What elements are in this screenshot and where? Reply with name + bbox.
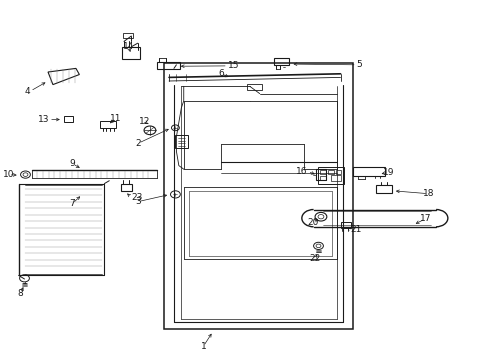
Text: 11: 11 bbox=[110, 113, 122, 122]
Text: 20: 20 bbox=[307, 217, 318, 227]
Text: 17: 17 bbox=[419, 214, 431, 223]
Text: 4: 4 bbox=[25, 86, 30, 95]
Bar bbox=[100, 121, 116, 128]
Text: 12: 12 bbox=[139, 117, 151, 126]
Bar bbox=[328, 170, 334, 174]
Bar bbox=[376, 185, 392, 193]
Bar bbox=[164, 63, 353, 329]
Text: 21: 21 bbox=[350, 225, 361, 234]
Bar bbox=[320, 176, 326, 180]
Bar bbox=[157, 62, 180, 69]
Text: 13: 13 bbox=[38, 115, 49, 124]
Bar bbox=[320, 170, 326, 174]
Bar bbox=[122, 47, 140, 59]
Text: 5: 5 bbox=[357, 60, 363, 69]
Bar bbox=[121, 184, 132, 191]
Text: 8: 8 bbox=[18, 289, 24, 298]
Text: 23: 23 bbox=[131, 193, 143, 202]
Bar bbox=[341, 222, 351, 228]
Text: 6: 6 bbox=[219, 69, 224, 78]
Text: 3: 3 bbox=[135, 197, 141, 206]
Text: 16: 16 bbox=[296, 167, 308, 176]
Bar bbox=[336, 170, 341, 174]
Bar bbox=[353, 167, 385, 176]
Text: 18: 18 bbox=[422, 189, 434, 198]
Bar bbox=[122, 33, 133, 38]
Text: 15: 15 bbox=[228, 61, 239, 71]
Text: 2: 2 bbox=[135, 139, 141, 148]
Text: 1: 1 bbox=[200, 342, 206, 351]
Bar bbox=[247, 84, 262, 90]
Text: 14: 14 bbox=[122, 41, 134, 50]
Text: 19: 19 bbox=[383, 167, 394, 176]
Bar bbox=[331, 175, 341, 181]
Bar bbox=[175, 135, 188, 148]
Bar bbox=[64, 116, 73, 122]
Text: 22: 22 bbox=[310, 254, 320, 263]
Text: 10: 10 bbox=[3, 170, 15, 179]
Bar bbox=[318, 167, 344, 184]
Text: 9: 9 bbox=[70, 159, 75, 168]
Text: 7: 7 bbox=[70, 199, 75, 208]
Bar bbox=[274, 58, 289, 65]
Bar bbox=[316, 169, 326, 180]
